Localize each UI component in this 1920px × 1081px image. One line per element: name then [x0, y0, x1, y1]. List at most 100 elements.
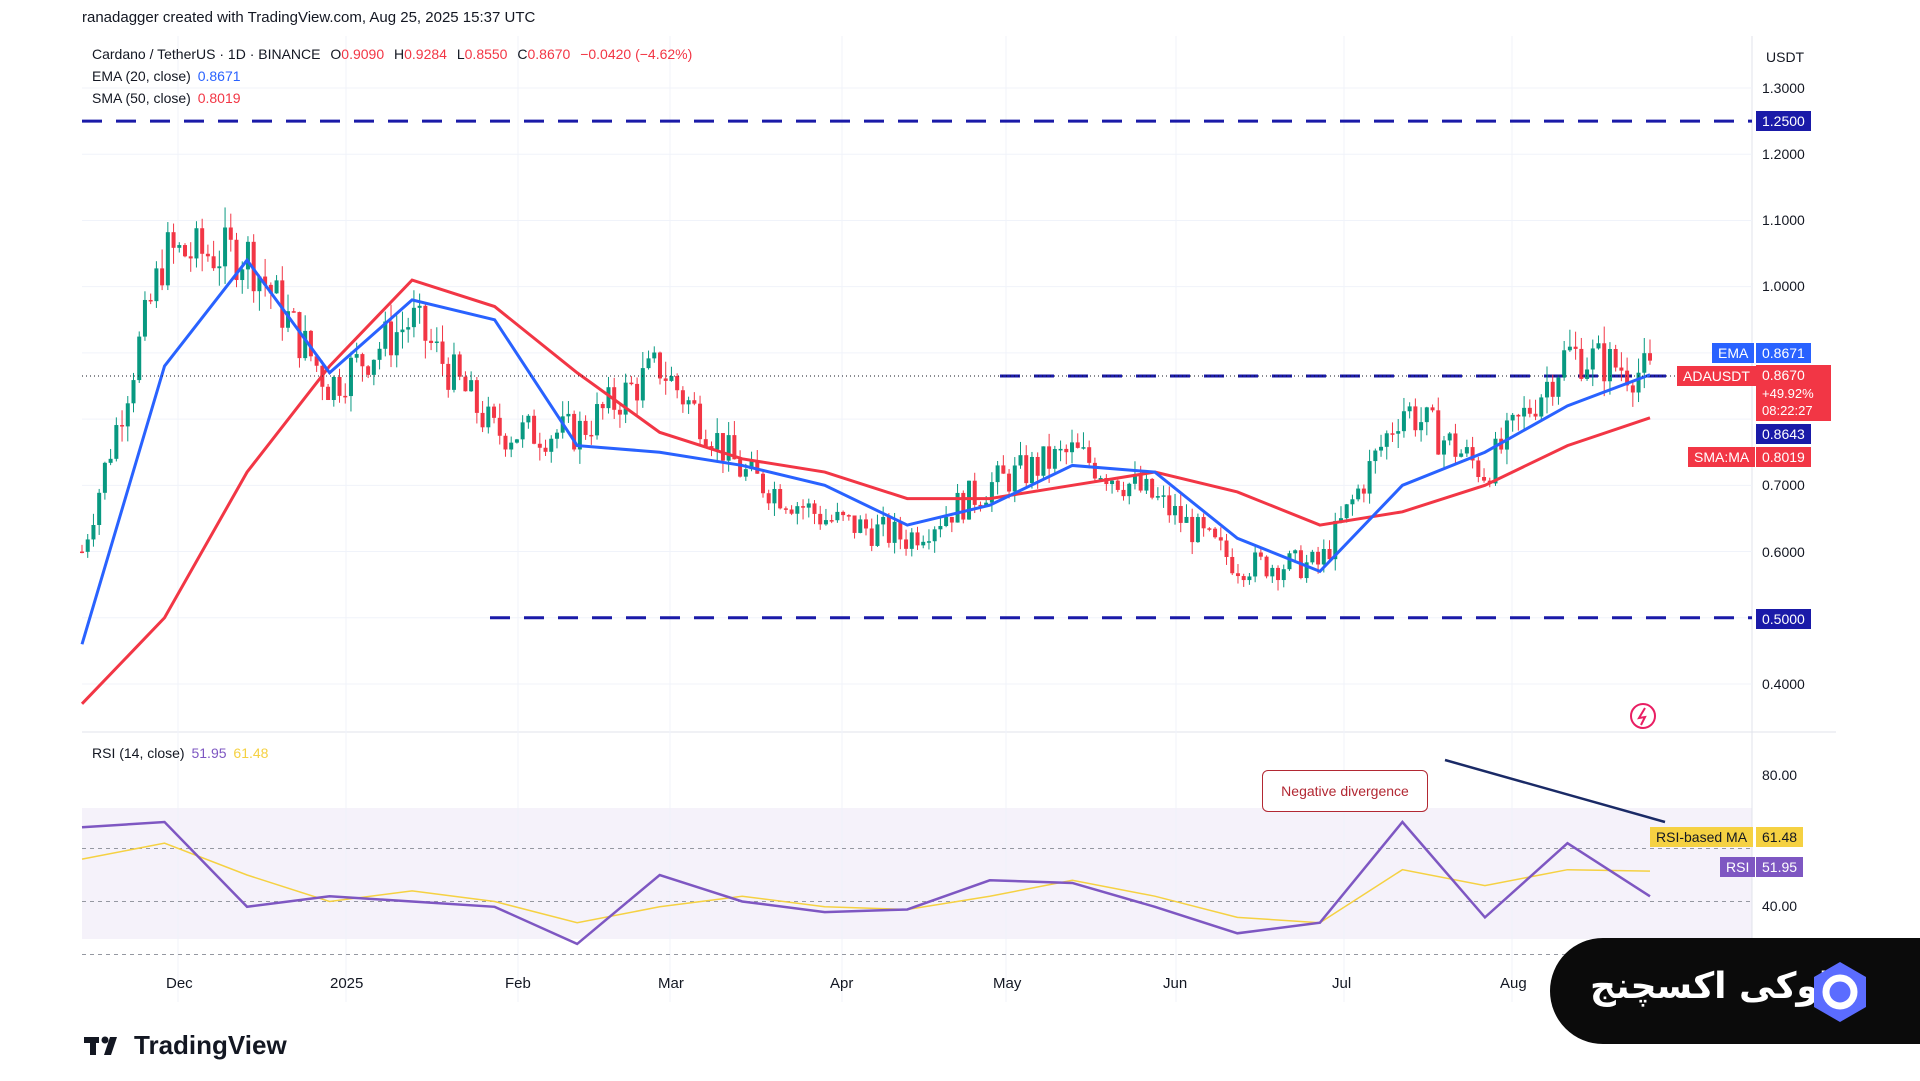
candle-body — [1367, 461, 1372, 494]
candle-body — [972, 480, 977, 505]
candle-body — [1024, 455, 1029, 484]
legend-ema[interactable]: EMA (20, close) 0.8671 — [92, 68, 241, 84]
candle-body — [1018, 455, 1023, 466]
candle-body — [389, 321, 394, 356]
candle-body — [1550, 381, 1555, 397]
candle-body — [1167, 495, 1172, 516]
candle-body — [1619, 367, 1624, 371]
replay-icon[interactable] — [1630, 703, 1656, 729]
pair-name-tag: ADAUSDT — [1677, 366, 1756, 386]
x-tick: Mar — [658, 975, 684, 992]
brand-badge[interactable]: اوکی اکسچنج — [1550, 938, 1920, 1044]
candle-body — [1424, 407, 1429, 423]
candle-body — [457, 354, 462, 377]
candle-body — [1533, 413, 1538, 417]
candle-body — [680, 390, 685, 405]
candle-body — [429, 340, 434, 344]
pair-price-box: 0.8670 +49.92% 08:22:27 — [1756, 365, 1831, 421]
candle-body — [1190, 516, 1195, 543]
legend-sma[interactable]: SMA (50, close) 0.8019 — [92, 90, 241, 106]
rsi-tick: 80.00 — [1762, 767, 1798, 783]
candle-body — [142, 299, 147, 337]
candle-body — [1058, 448, 1063, 451]
open-value: 0.9090 — [341, 46, 385, 62]
candle-body — [869, 528, 874, 546]
candle-body — [1625, 370, 1630, 386]
level-low-tag: 0.5000 — [1756, 609, 1811, 629]
candle-body — [652, 352, 657, 359]
candle-body — [720, 433, 725, 461]
candle-body — [200, 228, 205, 254]
candle-body — [251, 241, 256, 292]
candle-body — [1178, 506, 1183, 523]
rsi-ma-line — [81, 842, 1651, 924]
candle-body — [371, 359, 376, 375]
candle-body — [1264, 556, 1269, 577]
candle-body — [268, 284, 273, 294]
candle-body — [1064, 448, 1069, 453]
candle-body — [366, 366, 371, 375]
candle-body — [760, 473, 765, 494]
candle-body — [183, 245, 188, 257]
candle-body — [1316, 551, 1321, 565]
candle-body — [297, 312, 302, 359]
x-tick: May — [993, 975, 1022, 992]
candle-body — [474, 380, 479, 413]
candle-body — [480, 412, 485, 428]
legend-rsi[interactable]: RSI (14, close) 51.95 61.48 — [92, 745, 268, 761]
candle-body — [881, 516, 886, 525]
candle-body — [1441, 440, 1446, 455]
candle-body — [532, 415, 537, 444]
candle-body — [1447, 433, 1452, 441]
candle-body — [1098, 478, 1103, 480]
candle-body — [1630, 385, 1635, 393]
candle-body — [554, 432, 559, 439]
candle-body — [1504, 420, 1509, 450]
candle-body — [1333, 520, 1338, 560]
candle-body — [967, 480, 972, 520]
sma-value: 0.8019 — [197, 90, 241, 106]
candle-body — [509, 442, 514, 450]
candle-body — [383, 321, 388, 349]
candle-body — [411, 307, 416, 328]
candle-body — [1642, 353, 1647, 373]
candle-body — [423, 305, 428, 341]
candle-body — [675, 376, 680, 391]
candle-body — [1281, 569, 1286, 581]
candle-body — [1356, 488, 1361, 500]
candle-body — [171, 232, 176, 248]
tradingview-logo[interactable]: TradingView — [84, 1030, 287, 1061]
candle-body — [263, 276, 268, 285]
high-value: 0.9284 — [404, 46, 447, 62]
brand-logo-icon — [1814, 962, 1866, 1022]
candle-body — [726, 435, 731, 461]
candle-body — [286, 311, 291, 328]
candle-body — [1379, 446, 1384, 451]
candle-body — [1493, 438, 1498, 484]
candle-body — [589, 434, 594, 437]
price-tick: 1.3000 — [1762, 80, 1805, 96]
x-tick: Dec — [166, 975, 193, 992]
ema-value-tag: 0.8671 — [1756, 343, 1811, 363]
negative-divergence-callout[interactable]: Negative divergence — [1262, 770, 1428, 812]
candle-body — [1070, 442, 1075, 453]
candle-body — [1636, 372, 1641, 393]
candle-body — [766, 493, 771, 504]
price-tick: 0.6000 — [1762, 544, 1805, 560]
ema-value: 0.8671 — [197, 68, 241, 84]
candle-body — [240, 269, 245, 281]
x-tick: Aug — [1500, 975, 1527, 992]
candle-body — [944, 516, 949, 527]
candle-body — [595, 404, 600, 436]
candle-body — [801, 506, 806, 508]
candle-body — [1001, 465, 1006, 474]
candle-body — [698, 403, 703, 440]
candle-body — [1127, 483, 1132, 497]
candle-body — [1413, 406, 1418, 431]
candle-body — [1184, 516, 1189, 523]
candle-body — [1144, 478, 1149, 491]
candle-body — [503, 435, 508, 450]
candle-body — [875, 524, 880, 546]
candle-body — [783, 508, 788, 510]
